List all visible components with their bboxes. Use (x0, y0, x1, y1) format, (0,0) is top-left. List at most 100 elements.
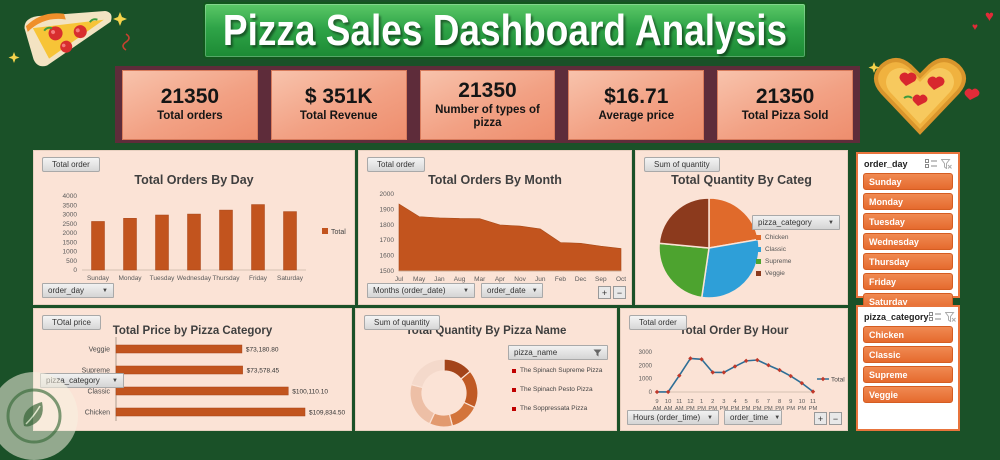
axis-label: AM (675, 406, 684, 412)
sum-of-quantity-field-button[interactable]: Sum of quantity (644, 157, 720, 172)
axis-label: Sunday (87, 275, 110, 282)
axis-label: PM (697, 406, 706, 412)
dropdown-label: order_day (48, 286, 85, 295)
axis-label: 11 (676, 399, 682, 405)
pizza-slice-illustration (8, 10, 130, 67)
slicer-item-friday[interactable]: Friday (863, 273, 953, 290)
slicer-title: order_day (864, 159, 908, 169)
bar-supreme (115, 365, 243, 375)
dropdown-label: order_time (730, 413, 769, 422)
kpi-value: 21350 (458, 78, 517, 102)
slicer-item-thursday[interactable]: Thursday (863, 253, 953, 270)
order-date-dropdown[interactable]: order_date ▼ (481, 283, 543, 298)
axis-label: Chicken (85, 410, 110, 417)
kpi-average-price: $16.71 Average price (568, 69, 705, 140)
legend-item: The Spinach Supreme Pizza (512, 367, 602, 374)
axis-label: 1800 (380, 222, 395, 229)
kpi-label: Total Pizza Sold (741, 110, 829, 123)
chart-title-price-by-category: Total Price by Pizza Category (112, 325, 273, 337)
legend-label: The Spinach Pesto Pizza (520, 386, 593, 393)
axis-label: AM (653, 406, 662, 412)
order-time-dropdown[interactable]: order_time ▼ (724, 410, 782, 425)
legend-swatch (512, 387, 516, 392)
bar-saturday (283, 211, 297, 271)
zoom-in-button[interactable]: + (814, 412, 827, 425)
axis-label: PM (708, 406, 717, 412)
area-chart-orders-by-month: 1500 1600 1700 1800 1900 2000 Jul May Jan Aug Mar A… (380, 191, 627, 283)
slicer-item-sunday[interactable]: Sunday (863, 173, 953, 190)
axis-label: 8 (778, 399, 781, 405)
bar-monday (123, 218, 137, 271)
axis-label: 10 (799, 399, 805, 405)
kpi-total-orders: 21350 Total orders (122, 69, 258, 140)
months-order-date-dropdown[interactable]: Months (order_date) ▼ (367, 283, 475, 298)
axis-label: $109,834.50 (309, 410, 346, 417)
axis-label: 10 (665, 399, 671, 405)
legend-swatch (756, 235, 761, 240)
line-chart-orders-by-hour: 01000200030009AM10AM11AM12PM1PM2PM3PM4PM… (639, 350, 846, 412)
slicer-item-classic[interactable]: Classic (863, 346, 953, 363)
multi-select-icon[interactable] (928, 312, 941, 322)
heart-icon: ♥ (985, 8, 994, 25)
slicer-item-wednesday[interactable]: Wednesday (863, 233, 953, 250)
total-order-field-button[interactable]: Total order (629, 315, 687, 330)
axis-label: 1600 (380, 253, 395, 260)
chevron-down-icon: ▼ (112, 377, 118, 384)
filter-icon (593, 349, 602, 356)
slicer-item-tuesday[interactable]: Tuesday (863, 213, 953, 230)
chevron-down-icon: ▼ (774, 414, 781, 421)
axis-label: Friday (249, 275, 268, 282)
pizza-name-legend-dropdown[interactable]: pizza_name (508, 345, 608, 360)
zoom-out-button[interactable]: − (613, 286, 626, 299)
axis-label: Total (331, 229, 346, 236)
data-point (677, 373, 682, 378)
kpi-label: Total Revenue (299, 110, 378, 123)
axis-label: 2 (711, 399, 714, 405)
axis-label: 500 (66, 258, 77, 265)
axis-label: 5 (745, 399, 748, 405)
dropdown-label: Hours (order_time) (633, 413, 701, 422)
bar-veggie (115, 344, 243, 354)
axis-label: 2000 (380, 191, 395, 198)
clear-filter-icon[interactable] (944, 312, 956, 322)
kpi-value: 21350 (755, 85, 815, 109)
total-price-field-button[interactable]: TOtal price (42, 315, 101, 330)
legend-swatch (756, 259, 761, 264)
sum-of-quantity-field-button[interactable]: Sum of quantity (364, 315, 440, 330)
data-point (810, 389, 816, 394)
legend-swatch (756, 271, 761, 276)
page-title: Pizza Sales Dashboard Analysis (222, 5, 788, 55)
order-day-axis-dropdown[interactable]: order_day ▼ (42, 283, 114, 298)
zoom-in-button[interactable]: + (598, 286, 611, 299)
hours-order-time-dropdown[interactable]: Hours (order_time) ▼ (627, 410, 719, 425)
slicer-header: order_day (864, 159, 952, 169)
axis-label: Apr (495, 276, 506, 283)
pizza-category-legend-dropdown[interactable]: pizza_category ▼ (752, 215, 840, 230)
axis-label: 6 (756, 399, 759, 405)
axis-label: $73,180.80 (246, 347, 279, 354)
pizza-category-slicer: pizza_category Chicken Classic Supreme Vegg… (856, 305, 960, 431)
axis-label: 3000 (639, 350, 653, 356)
zoom-out-button[interactable]: − (829, 412, 842, 425)
total-order-field-button[interactable]: Total order (42, 157, 100, 172)
axis-label: PM (775, 406, 784, 412)
axis-label: Thursday (212, 275, 240, 282)
legend-swatch (322, 228, 328, 234)
axis-label: PM (809, 406, 818, 412)
total-order-field-button[interactable]: Total order (367, 157, 425, 172)
axis-label: 1500 (380, 268, 395, 275)
slicer-item-monday[interactable]: Monday (863, 193, 953, 210)
slicer-item-veggie[interactable]: Veggie (863, 386, 953, 403)
bar-classic (115, 386, 289, 396)
slicer-item-supreme[interactable]: Supreme (863, 366, 953, 383)
multi-select-icon[interactable] (925, 159, 937, 169)
hbar-chart-price-by-category: Veggie $73,180.80 Supreme $73,578.45 Classic… (82, 337, 346, 421)
kpi-value: $ 351K (304, 85, 373, 109)
legend-item-supreme: Supreme (756, 258, 791, 265)
slicer-item-chicken[interactable]: Chicken (863, 326, 953, 343)
axis-label: Jul (395, 276, 404, 283)
axis-label: Nov (514, 276, 526, 283)
clear-filter-icon[interactable] (941, 159, 952, 169)
axis-label: 9 (655, 399, 658, 405)
legend-label: Veggie (765, 270, 785, 277)
